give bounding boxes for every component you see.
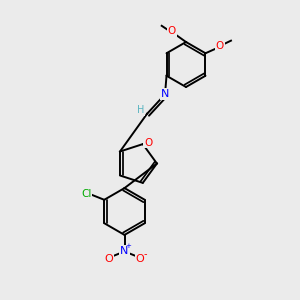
Text: O: O <box>136 254 145 264</box>
Text: O: O <box>104 254 113 264</box>
Text: N: N <box>161 89 169 99</box>
Text: -: - <box>143 249 147 260</box>
Text: O: O <box>216 41 224 51</box>
Text: H: H <box>137 105 144 115</box>
Text: Cl: Cl <box>81 189 92 200</box>
Text: +: + <box>125 243 131 249</box>
Text: N: N <box>120 245 129 256</box>
Text: O: O <box>144 138 152 148</box>
Text: O: O <box>167 26 176 37</box>
